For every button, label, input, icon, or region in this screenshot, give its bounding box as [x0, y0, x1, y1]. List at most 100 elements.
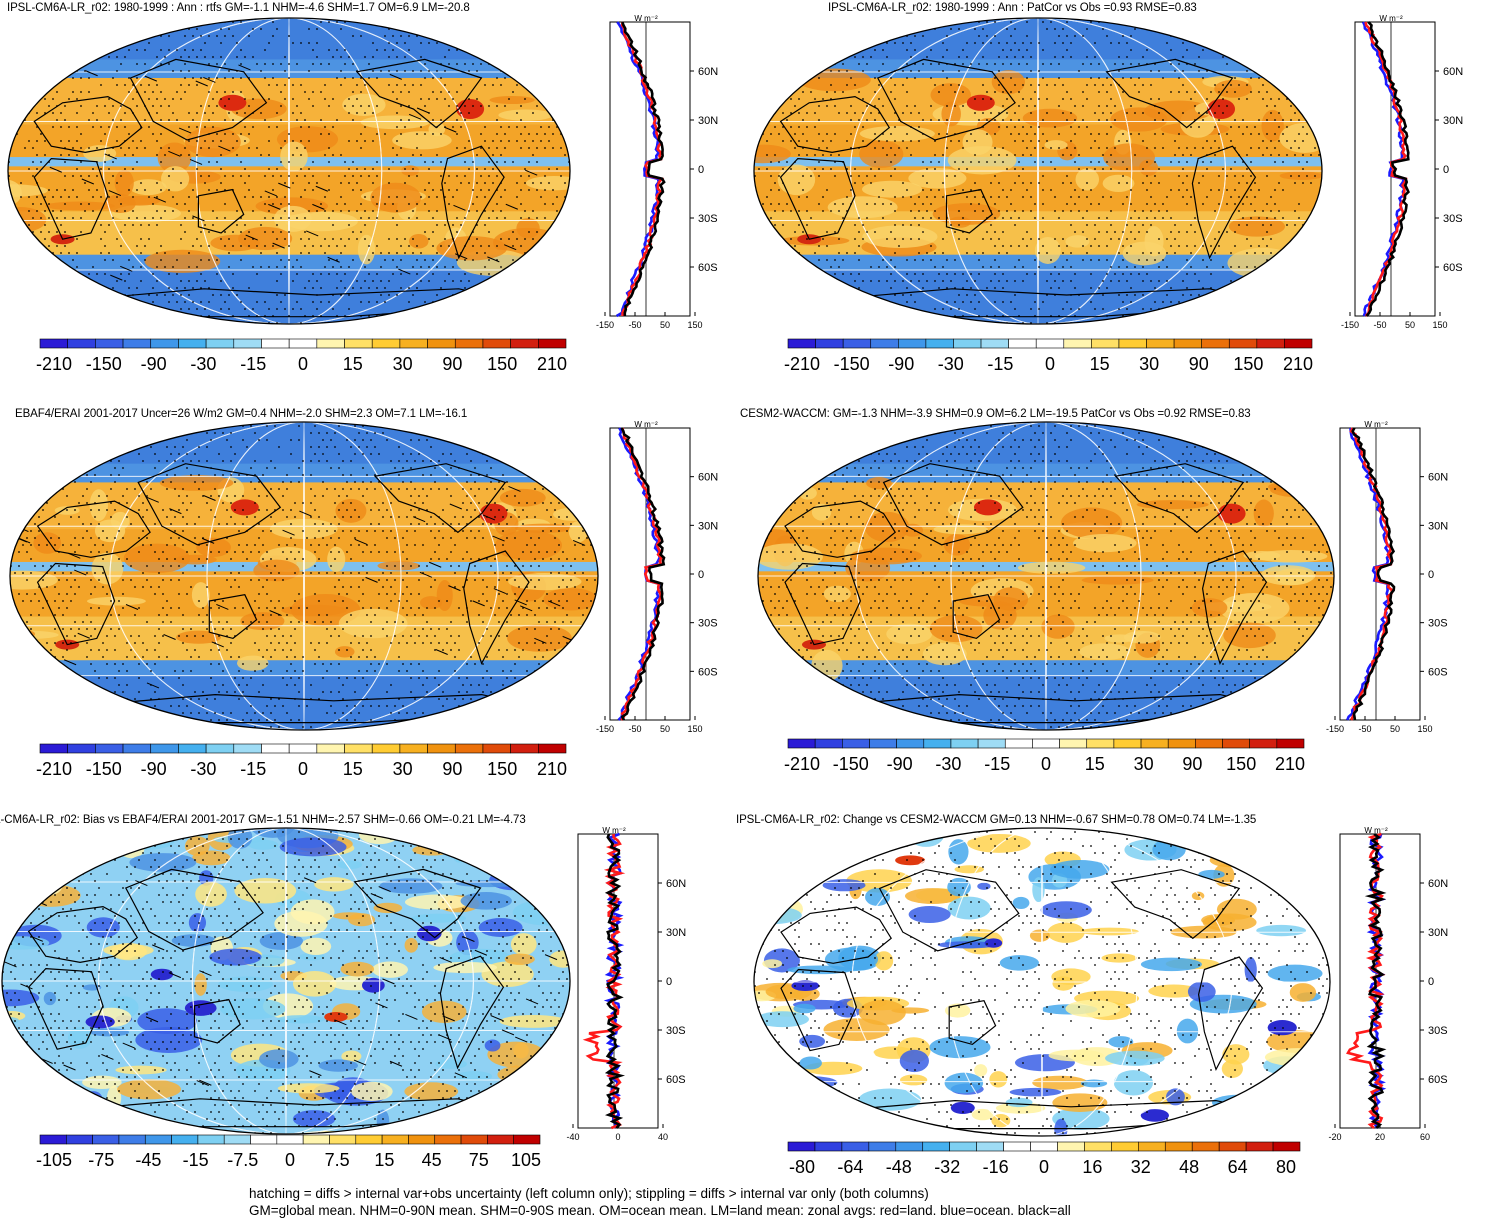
- zonal-units-label: W m⁻²: [634, 14, 658, 23]
- colorbar-tick-label: 150: [487, 354, 517, 374]
- zonal-units-label: W m⁻²: [602, 826, 626, 835]
- colorbar-swatch: [787, 338, 816, 349]
- map-plot: [7, 17, 571, 325]
- colorbar-swatch: [1140, 738, 1169, 749]
- colorbar-swatch: [1218, 1141, 1247, 1152]
- colorbar-swatch: [510, 743, 539, 754]
- colorbar-tick-label: -90: [141, 759, 167, 779]
- lat-tick-label: 60S: [698, 262, 718, 274]
- colorbar-swatch: [1276, 738, 1305, 749]
- colorbar-tick-label: 75: [469, 1150, 489, 1170]
- colorbar-swatch: [1191, 1141, 1220, 1152]
- zonal-all-line: [604, 833, 626, 1129]
- colorbar-tick-label: -150: [834, 354, 870, 374]
- colorbar-tick-label: -15: [240, 354, 266, 374]
- colorbar-tick-label: -15: [984, 754, 1010, 774]
- colorbar-tick-label: -210: [36, 354, 72, 374]
- panel-title: IPSL-CM6A-LR_r02: Bias vs EBAF4/ERAI 200…: [0, 814, 526, 826]
- colorbar-swatch: [150, 338, 179, 349]
- colorbar: -210 -150 -90 -30 -15 0 15 30 90 150 210: [36, 338, 567, 374]
- zonal-land-line: [620, 427, 663, 721]
- colorbar-swatch: [787, 738, 816, 749]
- colorbar-tick-label: 150: [1226, 754, 1256, 774]
- colorbar-tick-label: 0: [285, 1150, 295, 1170]
- colorbar-swatch: [1084, 1141, 1112, 1152]
- panel-title: IPSL-CM6A-LR_r02: 1980-1999 : Ann : rtfs…: [7, 2, 470, 14]
- colorbar-swatch: [482, 743, 511, 754]
- colorbar-swatch: [39, 1134, 67, 1145]
- colorbar-swatch: [178, 338, 207, 349]
- zonal-x-tick-label: -50: [1358, 724, 1371, 734]
- colorbar-swatch: [1201, 338, 1230, 349]
- colorbar-tick-label: 0: [1039, 1157, 1049, 1177]
- colorbar-tick-label: -90: [887, 754, 913, 774]
- colorbar-tick-label: 0: [298, 759, 308, 779]
- colorbar-tick-label: 15: [1090, 354, 1110, 374]
- colorbar-swatch: [870, 338, 899, 349]
- colorbar-swatch: [223, 1134, 251, 1145]
- lat-tick-label: 30S: [1443, 213, 1463, 225]
- colorbar-tick-label: 30: [1134, 754, 1154, 774]
- zonal-units-label: W m⁻²: [1379, 14, 1403, 23]
- zonal-x-tick-label: 0: [615, 1132, 620, 1142]
- colorbar-swatch: [1008, 338, 1037, 349]
- colorbar-swatch: [815, 338, 844, 349]
- zonal-all-line: [621, 21, 666, 316]
- zonal-x-tick-label: -150: [1326, 724, 1344, 734]
- colorbar-tick-label: 0: [1045, 354, 1055, 374]
- colorbar-swatch: [1111, 1141, 1139, 1152]
- colorbar-swatch: [399, 743, 428, 754]
- colorbar-tick-label: -30: [190, 759, 216, 779]
- colorbar: -80 -64 -48 -32 -16 0 16 32 48 64 80: [787, 1141, 1301, 1177]
- colorbar-swatch: [1249, 738, 1278, 749]
- colorbar-swatch: [949, 1141, 977, 1152]
- zonal-ocean-line: [615, 21, 661, 318]
- colorbar-swatch: [66, 1134, 93, 1145]
- zonal-x-tick-label: -40: [566, 1132, 579, 1142]
- colorbar-tick-label: -45: [135, 1150, 161, 1170]
- colorbar-tick-label: -15: [183, 1150, 209, 1170]
- lat-tick-label: 30N: [698, 520, 718, 532]
- colorbar-swatch: [1228, 338, 1258, 349]
- colorbar-tick-label: -150: [86, 354, 122, 374]
- zonal-mean-plot: W m⁻² 60N 30N 0 30S 60S -20 20 60: [1328, 826, 1448, 1142]
- colorbar-tick-label: -210: [36, 759, 72, 779]
- colorbar-tick-label: 48: [1179, 1157, 1199, 1177]
- zonal-all-line: [1364, 832, 1387, 1129]
- colorbar-tick-label: 90: [442, 354, 462, 374]
- colorbar-swatch: [922, 1141, 950, 1152]
- lat-tick-label: 0: [1443, 164, 1449, 176]
- colorbar-swatch: [814, 1141, 843, 1152]
- colorbar-tick-label: 30: [393, 354, 413, 374]
- colorbar-tick-label: -150: [833, 754, 869, 774]
- map-field: [8, 18, 570, 324]
- lat-tick-label: 60N: [666, 878, 686, 890]
- zonal-x-tick-label: 150: [1417, 724, 1432, 734]
- colorbar: -105 -75 -45 -15 -7.5 0 7.5 15 45 75 105: [36, 1134, 541, 1170]
- colorbar-swatch: [895, 1141, 924, 1152]
- colorbar-tick-label: -7.5: [227, 1150, 258, 1170]
- colorbar-tick-label: 30: [393, 759, 413, 779]
- colorbar-tick-label: -210: [784, 354, 820, 374]
- zonal-x-tick-label: -50: [1373, 320, 1386, 330]
- colorbar-tick-label: -210: [784, 754, 820, 774]
- colorbar-swatch: [355, 1134, 383, 1145]
- colorbar-tick-label: -90: [888, 354, 914, 374]
- colorbar-swatch: [454, 743, 484, 754]
- lat-tick-label: 30S: [666, 1025, 686, 1037]
- lat-tick-label: 30S: [698, 618, 718, 630]
- colorbar-swatch: [842, 738, 870, 749]
- colorbar-tick-label: 45: [422, 1150, 442, 1170]
- colorbar-swatch: [95, 743, 124, 754]
- lat-tick-label: 0: [698, 569, 704, 581]
- colorbar-swatch: [950, 738, 979, 749]
- colorbar-tick-label: 150: [487, 759, 517, 779]
- colorbar-tick-label: 90: [1189, 354, 1209, 374]
- colorbar-swatch: [1195, 738, 1223, 749]
- lat-tick-label: 60S: [698, 666, 718, 678]
- zonal-x-tick-label: -50: [628, 320, 641, 330]
- map-field: [754, 18, 1322, 324]
- colorbar-swatch: [1113, 738, 1142, 749]
- colorbar-tick-label: 150: [1233, 354, 1263, 374]
- colorbar-swatch: [67, 338, 96, 349]
